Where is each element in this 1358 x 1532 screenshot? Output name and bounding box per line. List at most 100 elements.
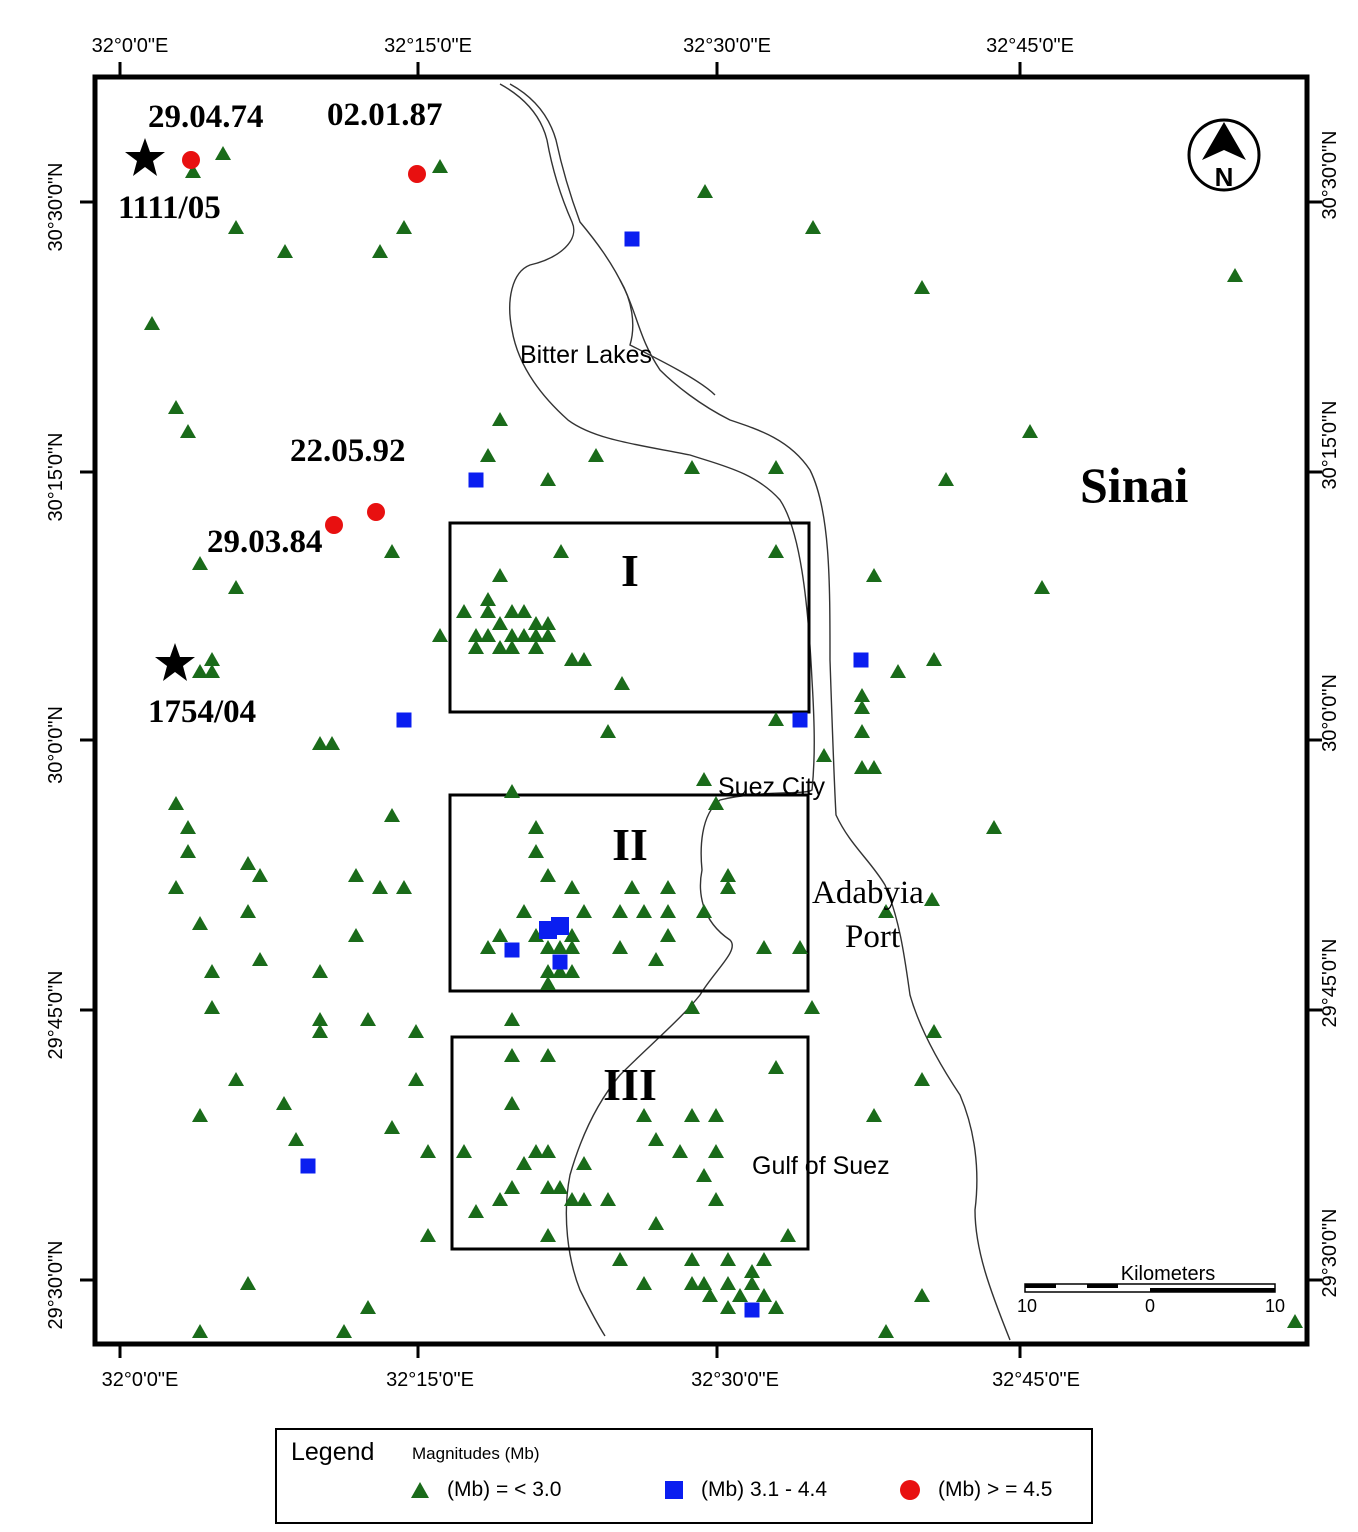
legend-item-label: (Mb) 3.1 - 4.4: [701, 1478, 828, 1501]
low-magnitude-event-triangle: [204, 964, 220, 978]
zone-box-ii: [448, 793, 810, 993]
historical-event-star-icon: [155, 643, 195, 681]
low-magnitude-event-triangle: [816, 748, 832, 762]
low-magnitude-event-triangle: [924, 892, 940, 906]
low-magnitude-event-triangle: [552, 964, 568, 978]
low-magnitude-event-triangle: [312, 964, 328, 978]
low-magnitude-event-triangle: [492, 568, 508, 582]
low-magnitude-event-triangle: [878, 904, 894, 918]
mid-magnitude-event-square: [504, 942, 520, 958]
low-magnitude-event-triangle: [926, 652, 942, 666]
low-magnitude-event-triangle: [576, 904, 592, 918]
low-magnitude-event-triangle: [636, 1276, 652, 1290]
low-magnitude-event-triangle: [192, 556, 208, 570]
legend-title: Legend: [291, 1438, 375, 1466]
low-magnitude-event-triangle: [468, 1204, 484, 1218]
coastlines: [499, 83, 1011, 1341]
low-magnitude-event-triangle: [528, 844, 544, 858]
low-magnitude-event-triangle: [420, 1228, 436, 1242]
low-magnitude-event-triangle: [480, 592, 496, 606]
scale-bar-label: 10: [1017, 1296, 1037, 1316]
low-magnitude-event-triangle: [228, 220, 244, 234]
low-magnitude-event-triangle: [914, 1288, 930, 1302]
low-magnitude-event-triangle: [696, 904, 712, 918]
low-magnitude-event-triangle: [780, 1228, 796, 1242]
low-magnitude-event-triangle: [600, 724, 616, 738]
low-magnitude-event-triangle: [564, 880, 580, 894]
low-magnitude-event-triangle: [528, 616, 544, 630]
low-magnitude-events: [144, 146, 1303, 1338]
legend: Legend Magnitudes (Mb) (Mb) = < 3.0 (Mb)…: [275, 1428, 1093, 1524]
right-tick-label: 30°0'0"N: [1319, 674, 1341, 752]
low-magnitude-event-triangle: [492, 616, 508, 630]
low-magnitude-event-triangle: [702, 1288, 718, 1302]
legend-item-mid: (Mb) 3.1 - 4.4: [665, 1478, 827, 1502]
bottom-tick-label: 32°0'0"E: [102, 1369, 179, 1391]
low-magnitude-event-triangle: [768, 712, 784, 726]
low-magnitude-event-triangle: [768, 544, 784, 558]
scale-bar-title: Kilometers: [1121, 1263, 1215, 1285]
low-magnitude-event-triangle: [456, 604, 472, 618]
low-magnitude-event-triangle: [684, 460, 700, 474]
low-magnitude-event-triangle: [720, 1252, 736, 1266]
low-magnitude-event-triangle: [720, 880, 736, 894]
mid-magnitude-event-square: [624, 231, 640, 247]
low-magnitude-event-triangle: [528, 640, 544, 654]
low-magnitude-event-triangle: [1227, 268, 1243, 282]
low-magnitude-event-triangle: [938, 472, 954, 486]
low-magnitude-event-triangle: [1034, 580, 1050, 594]
mid-magnitude-event-square: [853, 652, 869, 668]
low-magnitude-event-triangle: [866, 1108, 882, 1122]
top-tick-label: 32°15'0"E: [384, 35, 472, 57]
north-arrow-label: N: [1215, 162, 1234, 192]
low-magnitude-event-triangle: [804, 1000, 820, 1014]
low-magnitude-event-triangle: [312, 1012, 328, 1026]
low-magnitude-event-triangle: [372, 244, 388, 258]
low-magnitude-event-triangle: [540, 1048, 556, 1062]
scale-bar: Kilometers 10 0 10: [1017, 1263, 1285, 1316]
right-tick-label: 29°45'0"N: [1319, 939, 1341, 1028]
zone-label-ii: II: [612, 819, 648, 870]
low-magnitude-event-triangle: [648, 1216, 664, 1230]
low-magnitude-event-triangle: [697, 184, 713, 198]
high-magnitude-event-circle: [408, 165, 426, 183]
low-magnitude-event-triangle: [552, 1180, 568, 1194]
low-magnitude-event-triangle: [672, 1144, 688, 1158]
historical-event-label: 1754/04: [148, 694, 256, 730]
low-magnitude-event-triangle: [914, 280, 930, 294]
low-magnitude-event-triangle: [492, 640, 508, 654]
low-magnitude-event-triangle: [576, 1192, 592, 1206]
low-magnitude-event-triangle: [528, 628, 544, 642]
low-magnitude-event-triangle: [854, 760, 870, 774]
low-magnitude-event-triangle: [228, 1072, 244, 1086]
low-magnitude-event-triangle: [192, 1324, 208, 1338]
low-magnitude-event-triangle: [204, 652, 220, 666]
left-tick-label: 29°30'0"N: [45, 1241, 67, 1330]
bottom-tick-label: 32°30'0"E: [691, 1369, 779, 1391]
low-magnitude-event-triangle: [204, 664, 220, 678]
adabyia-label: Adabyia: [812, 875, 924, 911]
low-magnitude-event-triangle: [540, 1144, 556, 1158]
zone-box-i: [448, 521, 811, 714]
low-magnitude-event-triangle: [432, 159, 448, 173]
low-magnitude-event-triangle: [312, 736, 328, 750]
low-magnitude-event-triangle: [684, 1108, 700, 1122]
low-magnitude-event-triangle: [288, 1132, 304, 1146]
low-magnitude-event-triangle: [540, 1228, 556, 1242]
north-arrow-icon: N: [1187, 118, 1261, 192]
low-magnitude-event-triangle: [324, 736, 340, 750]
low-magnitude-event-triangle: [744, 1276, 760, 1290]
low-magnitude-event-triangle: [384, 808, 400, 822]
low-magnitude-event-triangle: [660, 880, 676, 894]
mid-magnitude-event-square: [396, 712, 412, 728]
low-magnitude-event-triangle: [660, 928, 676, 942]
low-magnitude-event-triangle: [878, 1324, 894, 1338]
low-magnitude-event-triangle: [468, 628, 484, 642]
top-tick-label: 32°0'0"E: [92, 35, 169, 57]
low-magnitude-event-triangle: [180, 424, 196, 438]
low-magnitude-event-triangle: [756, 940, 772, 954]
suez-city-label: Suez City: [718, 773, 825, 801]
low-magnitude-event-triangle: [636, 1108, 652, 1122]
bottom-tick-label: 32°15'0"E: [386, 1369, 474, 1391]
low-magnitude-event-triangle: [192, 664, 208, 678]
